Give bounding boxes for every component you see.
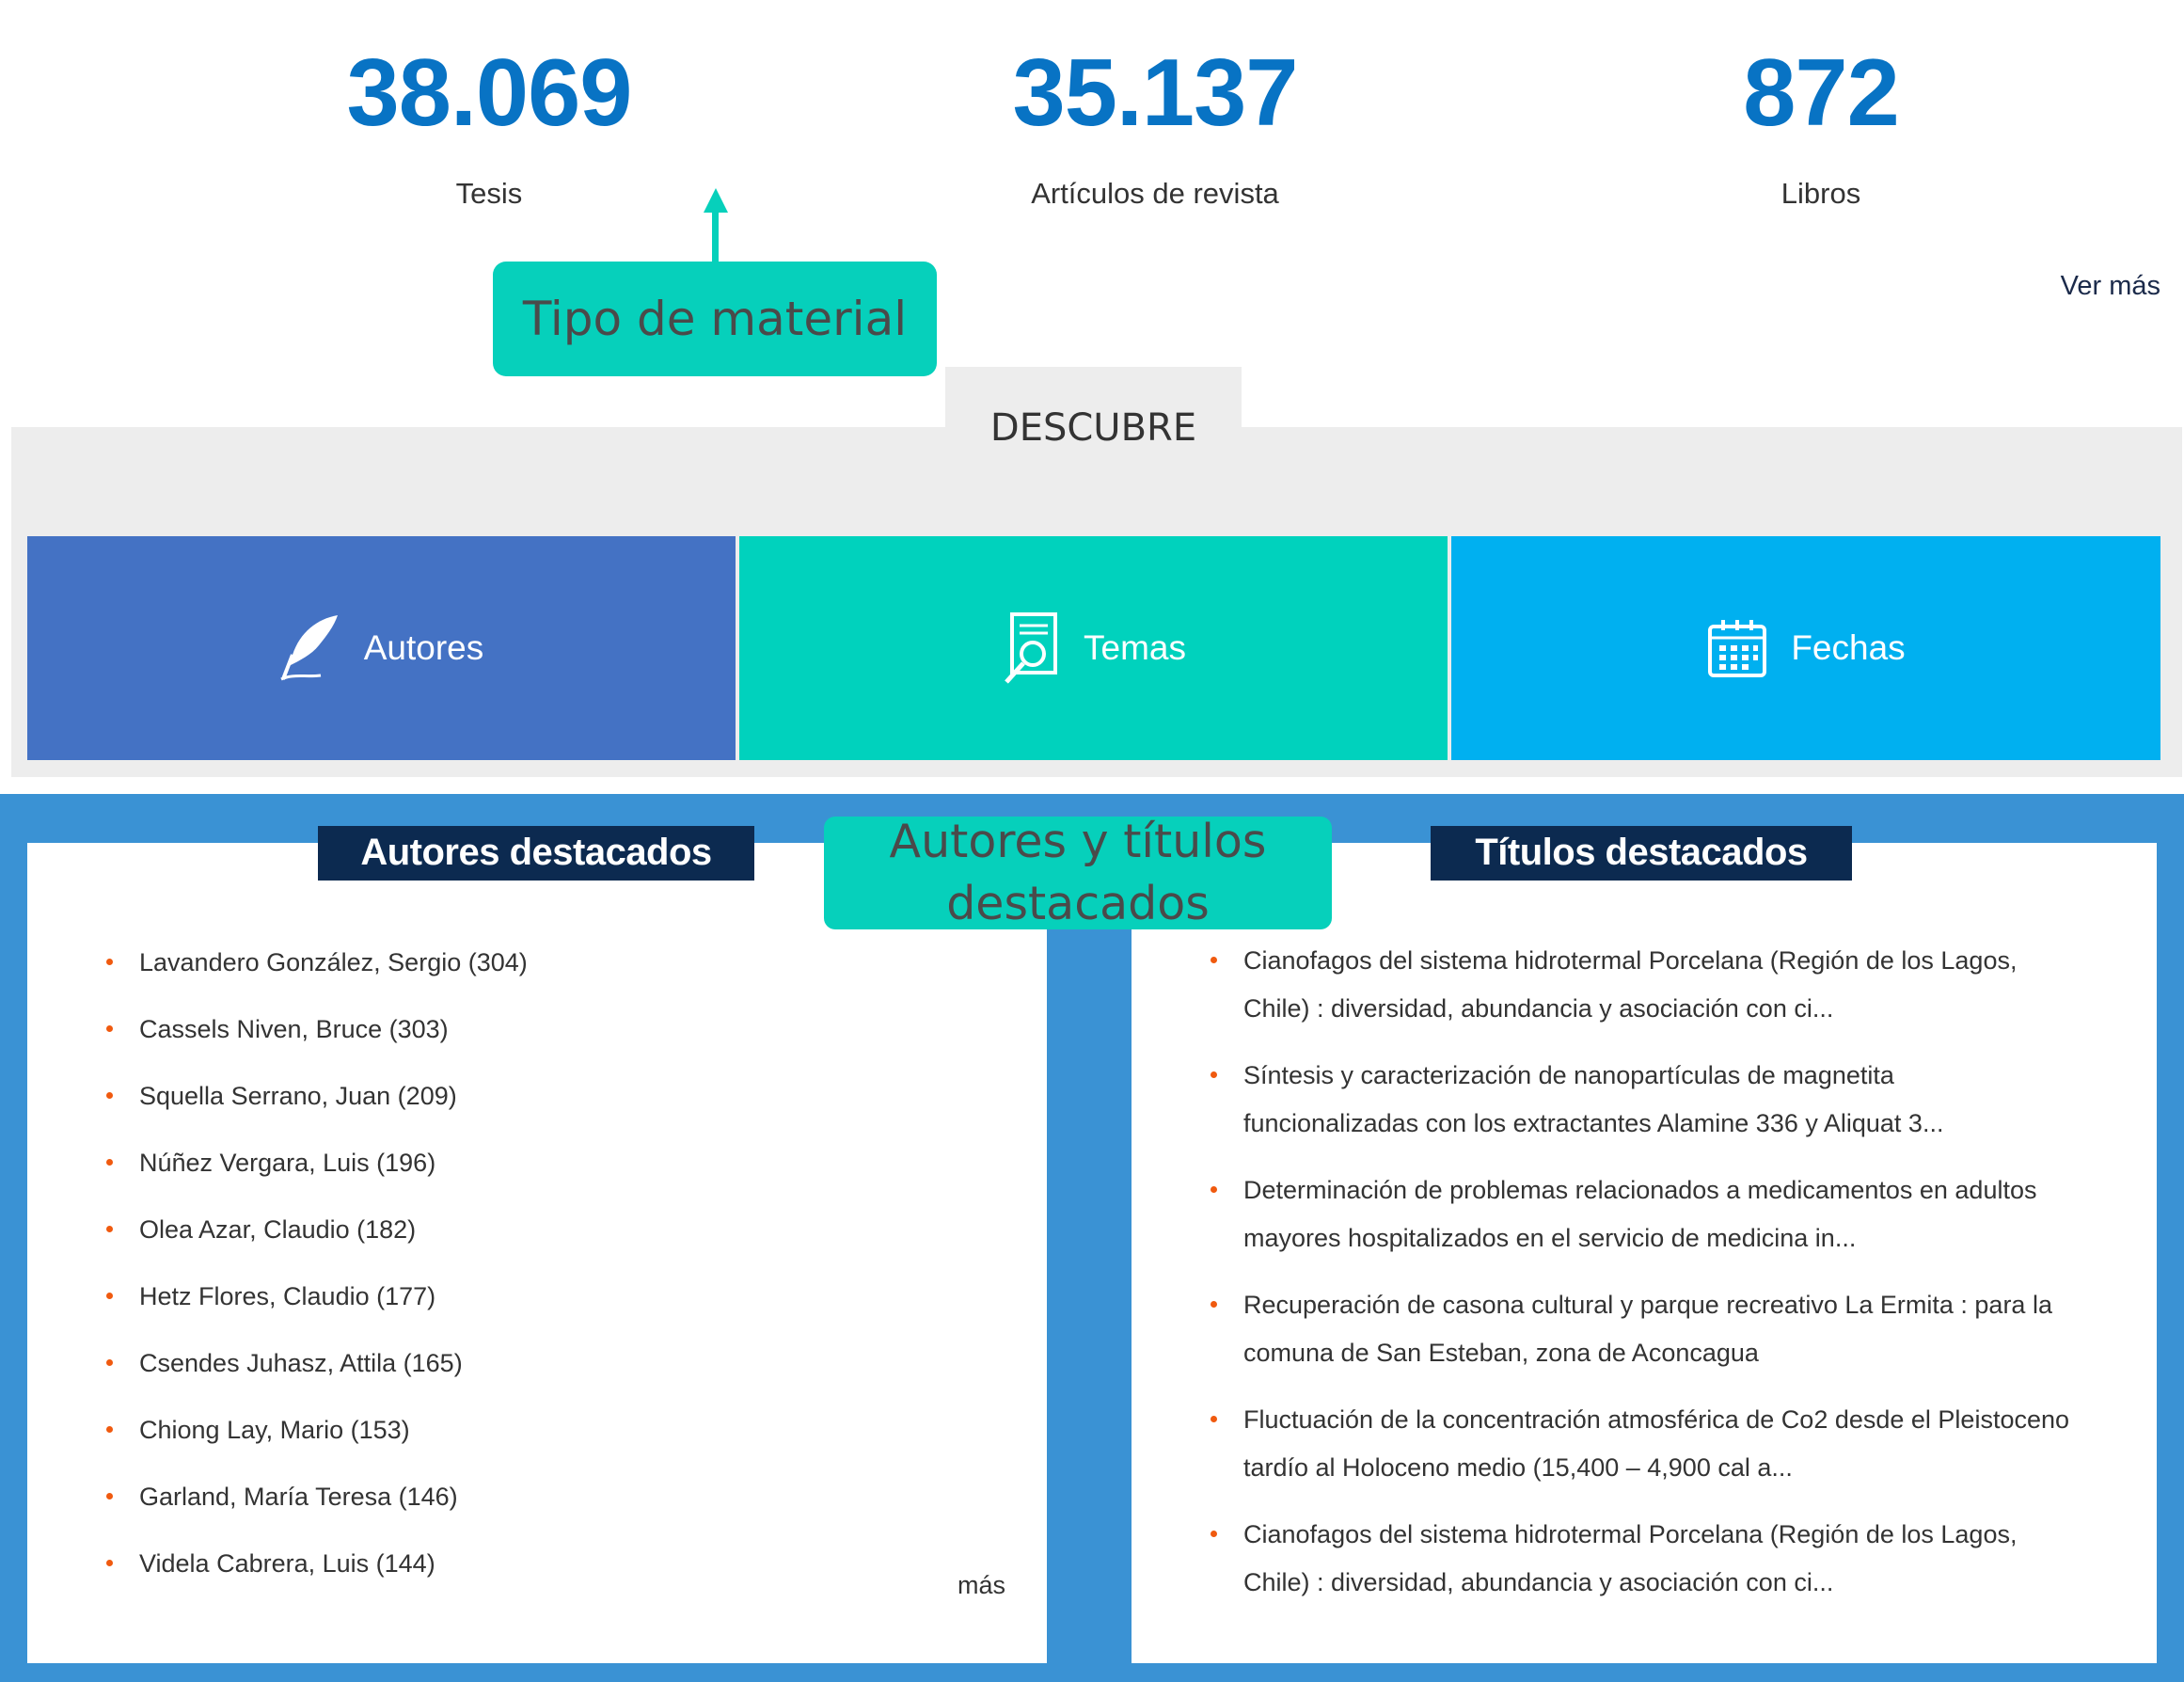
stat-label: Artículos de revista xyxy=(1031,177,1279,210)
title-line: Cianofagos del sistema hidrotermal Porce… xyxy=(1243,946,2018,975)
callout-autores-titulos: Autores y títulos destacados xyxy=(824,815,1332,930)
title-line: comuna de San Esteban, zona de Aconcagua xyxy=(1243,1339,1759,1367)
title-item[interactable]: Recuperación de casona cultural y parque… xyxy=(1210,1281,2069,1396)
ver-mas-link[interactable]: Ver más xyxy=(2060,271,2160,301)
title-line: Síntesis y caracterización de nanopartíc… xyxy=(1243,1061,1894,1089)
tile-label: Fechas xyxy=(1791,628,1906,667)
tile-autores[interactable]: Autores xyxy=(27,536,736,760)
title-item[interactable]: Cianofagos del sistema hidrotermal Porce… xyxy=(1210,937,2069,1052)
stat-value: 872 xyxy=(1743,40,1900,146)
title-line: funcionalizadas con los extractantes Ala… xyxy=(1243,1109,1944,1137)
title-line: Chile) : diversidad, abundancia y asocia… xyxy=(1243,1568,1834,1596)
tile-fechas[interactable]: Fechas xyxy=(1451,536,2160,760)
featured-authors-panel xyxy=(27,843,1047,1663)
callout-text-line2: destacados xyxy=(946,877,1210,930)
descubre-tab xyxy=(945,367,1242,442)
featured-titles-header: Títulos destacados xyxy=(1431,826,1852,881)
title-item[interactable]: Determinación de problemas relacionados … xyxy=(1210,1166,2069,1281)
stat-articulos[interactable]: 35.137 Artículos de revista xyxy=(910,38,1400,211)
title-line: tardío al Holoceno medio (15,400 – 4,900… xyxy=(1243,1453,1793,1482)
featured-authors-header: Autores destacados xyxy=(318,826,754,881)
featured-titles-list: Cianofagos del sistema hidrotermal Porce… xyxy=(1210,937,2070,1626)
callout-text: Tipo de material xyxy=(522,292,908,346)
title-item[interactable]: Fluctuación de la concentración atmosfér… xyxy=(1210,1396,2070,1511)
author-item[interactable]: Olea Azar, Claudio (182) xyxy=(106,1211,528,1277)
author-item[interactable]: Chiong Lay, Mario (153) xyxy=(106,1411,528,1478)
title-item[interactable]: Síntesis y caracterización de nanopartíc… xyxy=(1210,1052,2069,1166)
title-line: mayores hospitalizados en el servicio de… xyxy=(1243,1224,1857,1252)
quill-icon xyxy=(279,613,341,683)
author-item[interactable]: Cassels Niven, Bruce (303) xyxy=(106,1010,528,1077)
tile-label: Temas xyxy=(1084,628,1186,667)
author-item[interactable]: Garland, María Teresa (146) xyxy=(106,1478,528,1545)
title-line: Determinación de problemas relacionados … xyxy=(1243,1176,2037,1204)
stat-value: 35.137 xyxy=(1012,40,1299,146)
authors-more-link[interactable]: más xyxy=(957,1571,1006,1599)
tile-label: Autores xyxy=(363,628,484,667)
author-item[interactable]: Squella Serrano, Juan (209) xyxy=(106,1077,528,1144)
stat-tesis[interactable]: 38.069 Tesis xyxy=(245,38,734,211)
callout-arrow-line xyxy=(712,211,719,263)
author-item[interactable]: Videla Cabrera, Luis (144) xyxy=(106,1545,528,1611)
featured-titles-panel xyxy=(1132,843,2157,1663)
stat-libros[interactable]: 872 Libros xyxy=(1576,38,2065,211)
author-item[interactable]: Núñez Vergara, Luis (196) xyxy=(106,1144,528,1211)
descubre-title: DESCUBRE xyxy=(989,406,1197,450)
document-search-icon xyxy=(1001,611,1061,686)
title-line: Cianofagos del sistema hidrotermal Porce… xyxy=(1243,1520,2018,1548)
calendar-icon xyxy=(1706,617,1768,679)
callout-arrow-icon xyxy=(704,188,728,213)
featured-authors-list: Lavandero González, Sergio (304) Cassels… xyxy=(106,944,528,1611)
callout-text-line1: Autores y títulos xyxy=(889,815,1267,868)
stat-label: Tesis xyxy=(455,177,523,210)
title-line: Chile) : diversidad, abundancia y asocia… xyxy=(1243,994,1834,1023)
stat-value: 38.069 xyxy=(346,40,633,146)
title-line: Recuperación de casona cultural y parque… xyxy=(1243,1291,2052,1319)
author-item[interactable]: Csendes Juhasz, Attila (165) xyxy=(106,1344,528,1411)
stat-label: Libros xyxy=(1780,177,1861,210)
tile-temas[interactable]: Temas xyxy=(739,536,1448,760)
title-line: Fluctuación de la concentración atmosfér… xyxy=(1243,1405,2070,1434)
title-item[interactable]: Cianofagos del sistema hidrotermal Porce… xyxy=(1210,1511,2069,1626)
author-item[interactable]: Hetz Flores, Claudio (177) xyxy=(106,1277,528,1344)
author-item[interactable]: Lavandero González, Sergio (304) xyxy=(106,944,528,1010)
callout-tipo-material: Tipo de material xyxy=(493,262,937,376)
